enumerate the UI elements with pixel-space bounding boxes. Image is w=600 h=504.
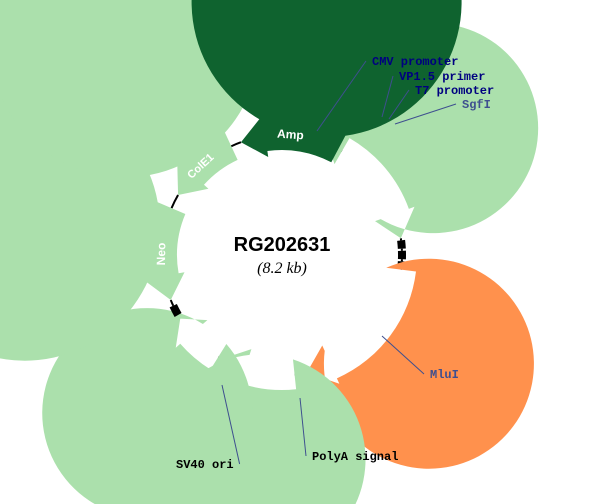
outer-label-cmv: CMV promoter [372, 55, 458, 69]
plasmid-size: (8.2 kb) [257, 260, 307, 277]
feature-vp15 [401, 240, 402, 248]
outer-label-t7: T7 promoter [415, 84, 494, 98]
plasmid-name: RG202631 [234, 234, 331, 256]
plasmid-ring-segment [171, 300, 174, 306]
plasmid-ring-segment [231, 142, 241, 146]
feature-label-amp: Amp [277, 127, 305, 143]
outer-label-vp15: VP1.5 primer [399, 70, 485, 84]
outer-label-mlui: MluI [430, 368, 459, 382]
outer-label-polya: PolyA signal [312, 450, 398, 464]
plasmid-ring-segment [172, 195, 179, 208]
feature-sv40 [173, 306, 178, 315]
feature-label-neo: Neo [154, 243, 168, 266]
outer-label-sgfi: SgfI [462, 98, 491, 112]
outer-label-sv40: SV40 ori [176, 458, 234, 472]
feature-label-gfp: GFP [244, 362, 271, 381]
